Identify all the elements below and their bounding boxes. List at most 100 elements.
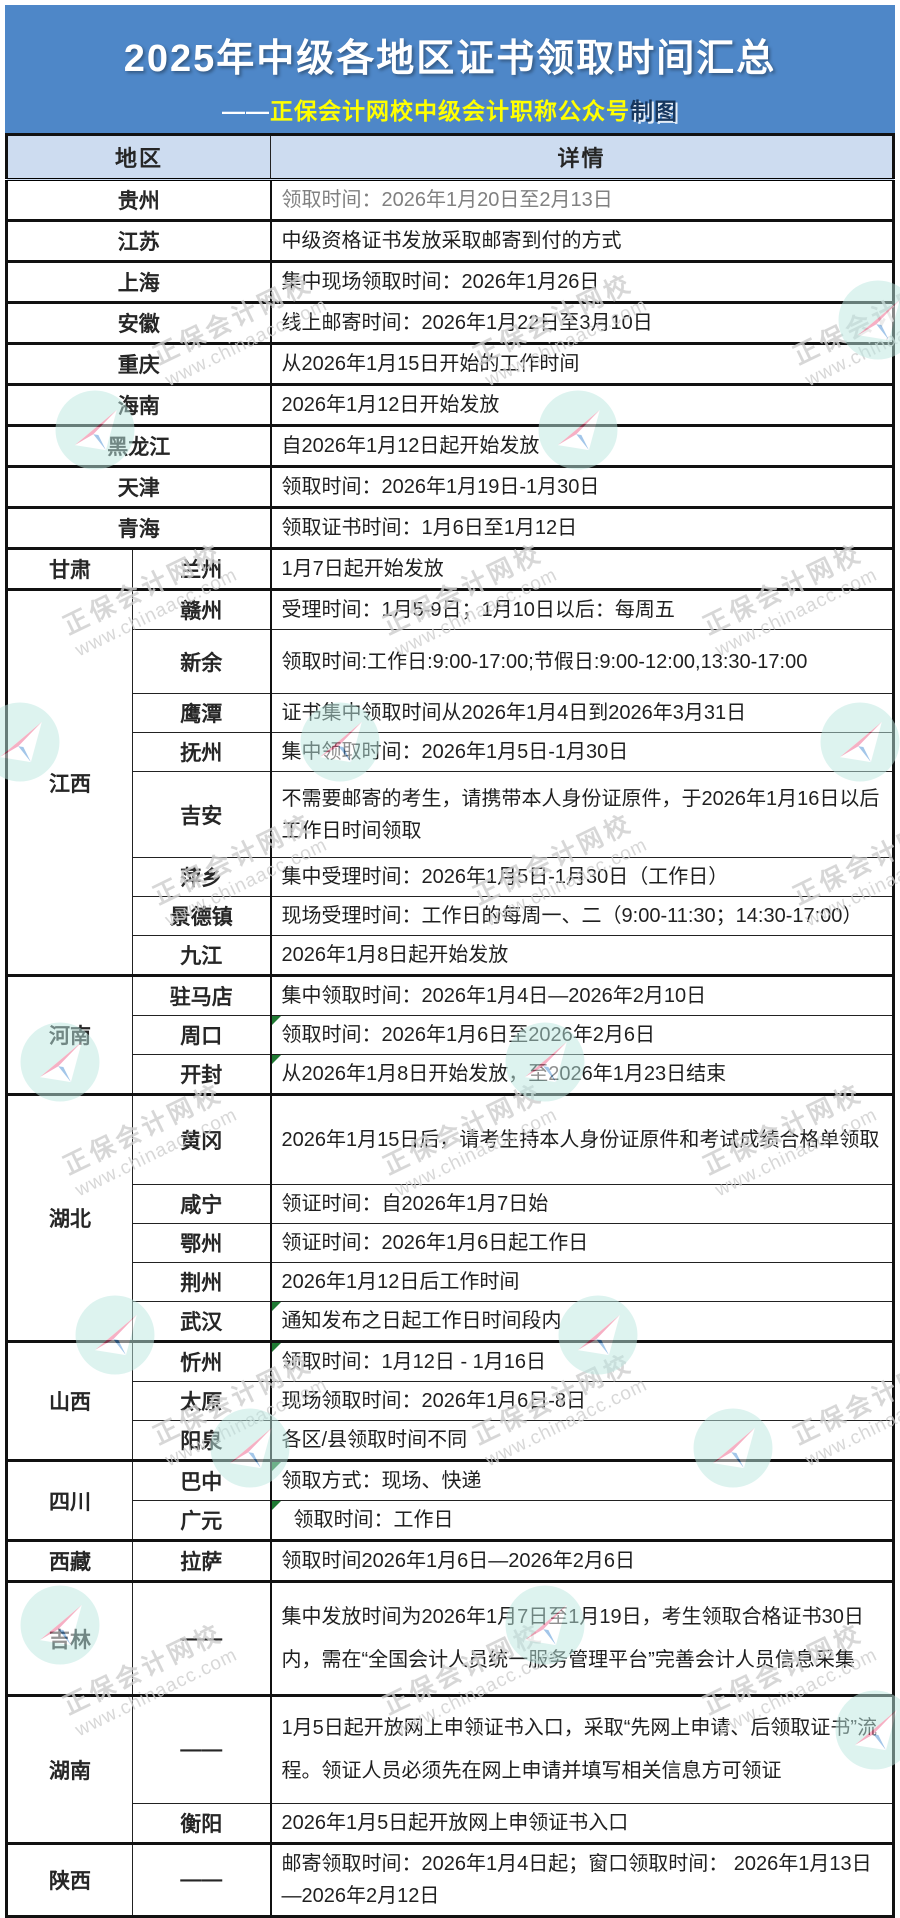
region-cell: 上海: [5, 260, 272, 303]
detail-text: 集中领取时间：2026年1月5日-1月30日: [281, 741, 629, 763]
detail-text: 中级资格证书发放采取邮寄到付的方式: [281, 230, 622, 252]
region-cell: 四川: [6, 1459, 133, 1541]
region-cell: 江苏: [5, 219, 272, 262]
detail-cell: 集中发放时间为2026年1月7日至1月19日，考生领取合格证书30日内，需在“全…: [269, 1580, 894, 1696]
detail-cell: 自2026年1月12日起开始发放: [269, 424, 894, 467]
region-cell: 海南: [5, 383, 272, 426]
table-row: 吉安 不需要邮寄的考生，请携带本人身份证原件，于2026年1月16日以后工作日时间…: [7, 771, 894, 858]
detail-cell: 领取时间：工作日: [269, 1500, 894, 1541]
table-row: 重庆 从2026年1月15日开始的工作时间: [5, 342, 894, 385]
detail-cell: 从2026年1月15日开始的工作时间: [269, 342, 894, 385]
detail-text: 领证时间：自2026年1月7日始: [281, 1193, 549, 1215]
detail-text: 集中现场领取时间：2026年1月26日: [281, 271, 600, 293]
detail-text: 不需要邮寄的考生，请携带本人身份证原件，于2026年1月16日以后工作日时间领取: [281, 787, 880, 842]
detail-cell: 邮寄领取时间：2026年1月4日起；窗口领取时间： 2026年1月13日—202…: [269, 1842, 894, 1917]
city-cell: 景德镇: [131, 896, 272, 936]
table-row: 江苏 中级资格证书发放采取邮寄到付的方式: [5, 219, 894, 262]
city-cell: ——: [131, 1842, 272, 1917]
page-subtitle: ——正保会计网校中级会计职称公众号制图: [5, 92, 895, 126]
detail-text: 领取时间：1月12日 - 1月16日: [281, 1351, 547, 1373]
cell-corner-flag-icon: [271, 1302, 281, 1311]
region-cell: 西藏: [6, 1539, 133, 1582]
detail-cell: 2026年1月12日开始发放: [269, 383, 894, 426]
detail-text: 领取时间2026年1月6日—2026年2月6日: [281, 1550, 635, 1572]
detail-text: 领取时间：2026年1月19日-1月30日: [281, 476, 600, 498]
detail-text: 领取时间：工作日: [293, 1509, 454, 1531]
detail-cell: 集中现场领取时间：2026年1月26日: [269, 260, 894, 303]
city-cell: 忻州: [131, 1340, 272, 1382]
title-banner: 2025年中级各地区证书领取时间汇总 ——正保会计网校中级会计职称公众号制图: [5, 5, 895, 133]
detail-text: 邮寄领取时间：2026年1月4日起；窗口领取时间： 2026年1月13日—202…: [281, 1853, 872, 1907]
region-cell: 重庆: [5, 342, 272, 385]
city-cell: 兰州: [131, 547, 272, 590]
region-cell: 江西: [6, 588, 133, 976]
city-cell: 广元: [131, 1500, 272, 1541]
city-cell: ——: [131, 1580, 272, 1696]
table-header-row: 地区 详情: [5, 133, 894, 181]
detail-text: 集中发放时间为2026年1月7日至1月19日，考生领取合格证书30日内，需在“全…: [281, 1605, 864, 1671]
detail-text: 自2026年1月12日起开始发放: [281, 435, 540, 457]
table-row: 萍乡 集中受理时间：2026年1月5日-1月30日（工作日）: [7, 857, 894, 897]
city-cell: 赣州: [131, 588, 272, 630]
city-cell: 抚州: [131, 732, 272, 772]
city-cell: 鄂州: [131, 1223, 272, 1263]
detail-text: 领取证书时间：1月6日至1月12日: [281, 517, 578, 539]
detail-text: 领取时间:工作日:9:00-17:00;节假日:9:00-12:00,13:30…: [281, 650, 808, 673]
detail-text: 2026年1月15日后，请考生持本人身份证原件和考试成绩合格单领取: [281, 1129, 880, 1151]
cell-corner-flag-icon: [271, 1343, 281, 1352]
detail-cell: 现场领取时间：2026年1月6日-8日: [269, 1381, 894, 1421]
detail-cell: 2026年1月12日后工作时间: [269, 1262, 894, 1302]
detail-cell: 领取时间:工作日:9:00-17:00;节假日:9:00-12:00,13:30…: [269, 629, 894, 694]
detail-cell: 现场受理时间：工作日的每周一、二（9:00-11:30；14:30-17:00）: [269, 896, 894, 936]
table-row: 贵州 领取时间：2026年1月20日至2月13日: [5, 178, 894, 221]
detail-cell: 证书集中领取时间从2026年1月4日到2026年3月31日: [269, 693, 894, 733]
detail-text: 1月7日起开始发放: [281, 558, 444, 580]
detail-text: 领取方式：现场、快递: [281, 1470, 482, 1492]
city-cell: 萍乡: [131, 857, 272, 897]
city-cell: 咸宁: [131, 1184, 272, 1224]
detail-cell: 中级资格证书发放采取邮寄到付的方式: [269, 219, 894, 262]
detail-text: 集中受理时间：2026年1月5日-1月30日（工作日）: [281, 866, 729, 888]
city-cell: 荆州: [131, 1262, 272, 1302]
detail-text: 线上邮寄时间：2026年1月22日至3月10日: [281, 312, 653, 334]
table-row: 抚州 集中领取时间：2026年1月5日-1月30日: [7, 732, 894, 772]
table-row: 周口 领取时间：2026年1月6日至2026年2月6日: [7, 1015, 894, 1055]
table-row: 鹰潭 证书集中领取时间从2026年1月4日到2026年3月31日: [7, 693, 894, 733]
detail-text: 1月5日起开放网上申领证书入口，采取“先网上申请、后领取证书”流程。领证人员必须…: [281, 1717, 878, 1782]
detail-text: 从2026年1月8日开始发放，至2026年1月23日结束: [281, 1063, 727, 1085]
detail-text: 2026年1月8日起开始发放: [281, 944, 509, 966]
region-cell: 湖南: [6, 1694, 133, 1844]
detail-text: 领证时间：2026年1月6日起工作日: [281, 1232, 589, 1254]
city-cell: 阳泉: [131, 1420, 272, 1461]
detail-cell: 领取时间2026年1月6日—2026年2月6日: [269, 1539, 894, 1582]
cell-corner-flag-icon: [271, 1501, 281, 1510]
regions-table-body: 贵州 领取时间：2026年1月20日至2月13日 江苏 中级资格证书发放采取邮寄到付的…: [5, 178, 894, 1917]
subtitle-dash: ——: [222, 98, 270, 124]
detail-text: 通知发布之日起工作日时间段内: [281, 1310, 562, 1332]
table-row: 青海 领取证书时间：1月6日至1月12日: [5, 506, 894, 549]
table-row: 广元 领取时间：工作日: [7, 1500, 894, 1541]
detail-cell: 1月5日起开放网上申领证书入口，采取“先网上申请、后领取证书”流程。领证人员必须…: [269, 1694, 894, 1804]
detail-cell: 集中受理时间：2026年1月5日-1月30日（工作日）: [269, 857, 894, 897]
region-cell: 河南: [6, 974, 133, 1095]
city-cell: ——: [131, 1694, 272, 1804]
region-cell: 贵州: [5, 178, 272, 221]
region-cell: 山西: [6, 1340, 133, 1461]
table-row: 吉林 —— 集中发放时间为2026年1月7日至1月19日，考生领取合格证书30日内，…: [6, 1580, 894, 1696]
city-cell: 鹰潭: [131, 693, 272, 733]
detail-cell: 1月7日起开始发放: [269, 547, 894, 590]
detail-cell: 领取时间：2026年1月6日至2026年2月6日: [269, 1015, 894, 1055]
detail-text: 证书集中领取时间从2026年1月4日到2026年3月31日: [281, 702, 747, 724]
region-cell: 天津: [5, 465, 272, 508]
detail-cell: 集中领取时间：2026年1月4日—2026年2月10日: [269, 974, 894, 1016]
table-row: 鄂州 领证时间：2026年1月6日起工作日: [7, 1223, 894, 1263]
detail-cell: 2026年1月15日后，请考生持本人身份证原件和考试成绩合格单领取: [269, 1093, 894, 1185]
table-row: 九江 2026年1月8日起开始发放: [7, 935, 894, 976]
column-header-detail: 详情: [270, 133, 894, 181]
city-cell: 衡阳: [131, 1803, 272, 1844]
detail-cell: 领证时间：自2026年1月7日始: [269, 1184, 894, 1224]
city-cell: 驻马店: [131, 974, 272, 1016]
region-cell: 湖北: [6, 1093, 133, 1342]
table-row: 咸宁 领证时间：自2026年1月7日始: [7, 1184, 894, 1224]
detail-text: 从2026年1月15日开始的工作时间: [281, 353, 580, 375]
